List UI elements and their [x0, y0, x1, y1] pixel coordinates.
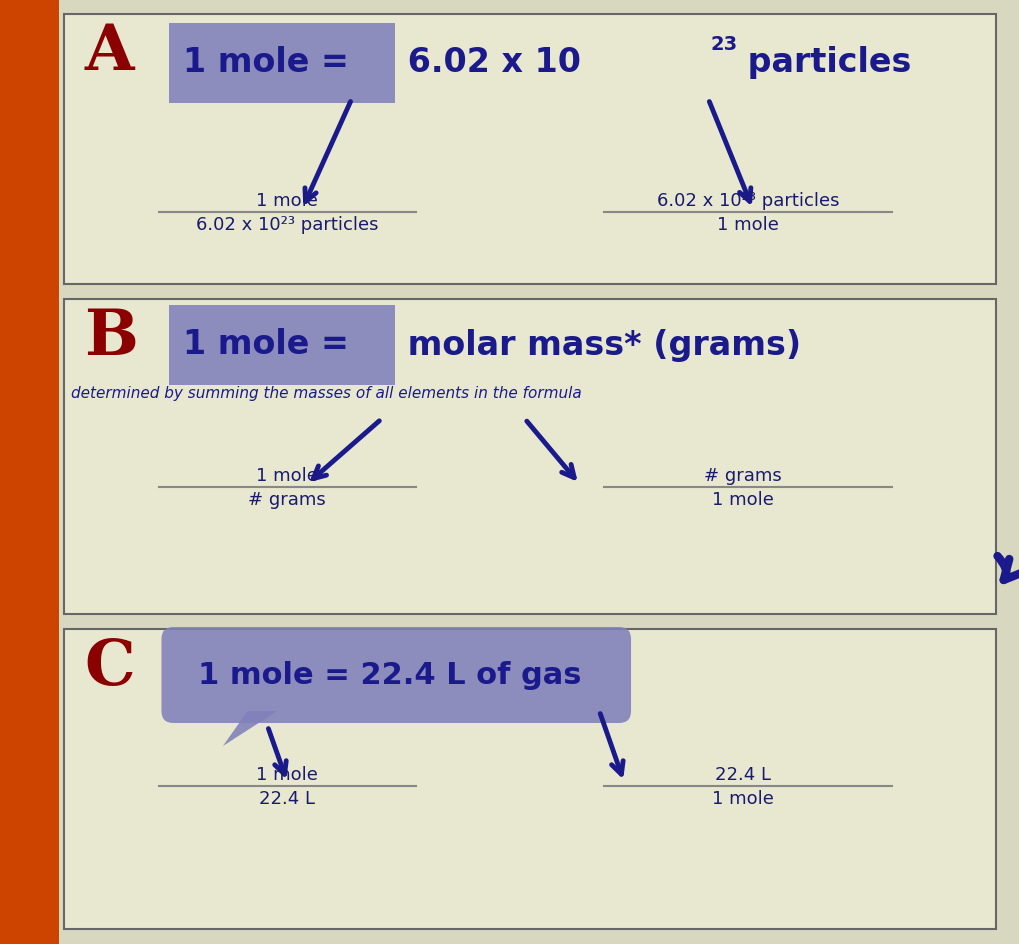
Text: # grams: # grams — [704, 467, 782, 485]
Text: molar mass* (grams): molar mass* (grams) — [396, 329, 801, 362]
Text: 1 mole =: 1 mole = — [183, 329, 350, 362]
Bar — [64, 14, 996, 284]
Text: A: A — [85, 22, 133, 83]
Text: # grams: # grams — [249, 491, 326, 509]
Text: 1 mole: 1 mole — [712, 790, 773, 808]
Text: 1 mole: 1 mole — [717, 216, 779, 234]
Bar — [64, 299, 996, 614]
Text: 1 mole: 1 mole — [257, 766, 318, 784]
FancyBboxPatch shape — [169, 23, 395, 103]
FancyBboxPatch shape — [161, 627, 631, 723]
Text: C: C — [85, 637, 135, 698]
Text: 6.02 x 10²³ particles: 6.02 x 10²³ particles — [656, 192, 840, 210]
Text: 6.02 x 10: 6.02 x 10 — [396, 46, 581, 79]
Text: determined by summing the masses of all elements in the formula: determined by summing the masses of all … — [71, 386, 582, 401]
Text: 1 mole: 1 mole — [257, 192, 318, 210]
FancyBboxPatch shape — [169, 305, 395, 385]
Text: 6.02 x 10²³ particles: 6.02 x 10²³ particles — [196, 216, 378, 234]
Bar — [64, 629, 996, 929]
Polygon shape — [223, 711, 277, 746]
Text: 1 mole =: 1 mole = — [183, 46, 350, 79]
Text: 23: 23 — [710, 36, 738, 55]
Text: B: B — [85, 307, 139, 368]
Text: 1 mole: 1 mole — [712, 491, 773, 509]
Bar — [0, 0, 59, 944]
Text: 22.4 L: 22.4 L — [715, 766, 771, 784]
Text: 22.4 L: 22.4 L — [259, 790, 315, 808]
Text: particles: particles — [736, 46, 911, 79]
Text: 1 mole = 22.4 L of gas: 1 mole = 22.4 L of gas — [198, 661, 582, 689]
Text: 1 mole: 1 mole — [257, 467, 318, 485]
